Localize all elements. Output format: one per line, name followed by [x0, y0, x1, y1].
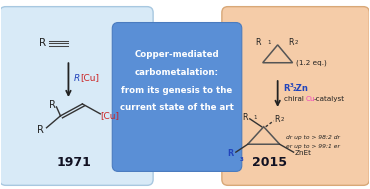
FancyBboxPatch shape — [0, 7, 153, 185]
Text: R: R — [228, 149, 234, 158]
Text: 1971: 1971 — [57, 156, 92, 169]
Polygon shape — [118, 22, 367, 170]
Text: Cu: Cu — [306, 96, 315, 102]
Text: R: R — [242, 113, 248, 122]
Text: dr up to > 98:2 dr: dr up to > 98:2 dr — [286, 135, 340, 140]
Text: [Cu]: [Cu] — [100, 111, 119, 120]
FancyBboxPatch shape — [112, 22, 242, 171]
Text: R: R — [284, 84, 290, 93]
Text: R: R — [275, 115, 280, 124]
Text: (1.2 eq.): (1.2 eq.) — [296, 60, 326, 66]
Text: 3: 3 — [290, 83, 293, 88]
Text: R: R — [49, 100, 56, 110]
Text: 2: 2 — [295, 40, 298, 45]
Text: ZnEt: ZnEt — [295, 150, 312, 156]
Text: 2: 2 — [280, 117, 284, 122]
Text: ₂Zn: ₂Zn — [293, 84, 309, 93]
Text: R: R — [37, 125, 44, 135]
FancyBboxPatch shape — [222, 7, 369, 185]
Text: [Cu]: [Cu] — [80, 74, 100, 83]
Text: R: R — [289, 38, 294, 47]
Text: 3: 3 — [240, 157, 244, 162]
Text: carbometalation:: carbometalation: — [135, 68, 219, 77]
Text: 2015: 2015 — [252, 156, 287, 169]
Text: 1: 1 — [268, 40, 271, 45]
Text: Copper-mediated: Copper-mediated — [135, 50, 219, 59]
Text: current state of the art: current state of the art — [120, 103, 234, 112]
Text: -catalyst: -catalyst — [313, 96, 344, 102]
Text: chiral: chiral — [284, 96, 306, 102]
Text: R: R — [255, 38, 261, 47]
Text: er up to > 99:1 er: er up to > 99:1 er — [286, 144, 340, 149]
Text: R: R — [39, 38, 47, 48]
Text: from its genesis to the: from its genesis to the — [121, 86, 233, 95]
Text: R: R — [73, 74, 80, 83]
Text: 1: 1 — [254, 115, 257, 120]
